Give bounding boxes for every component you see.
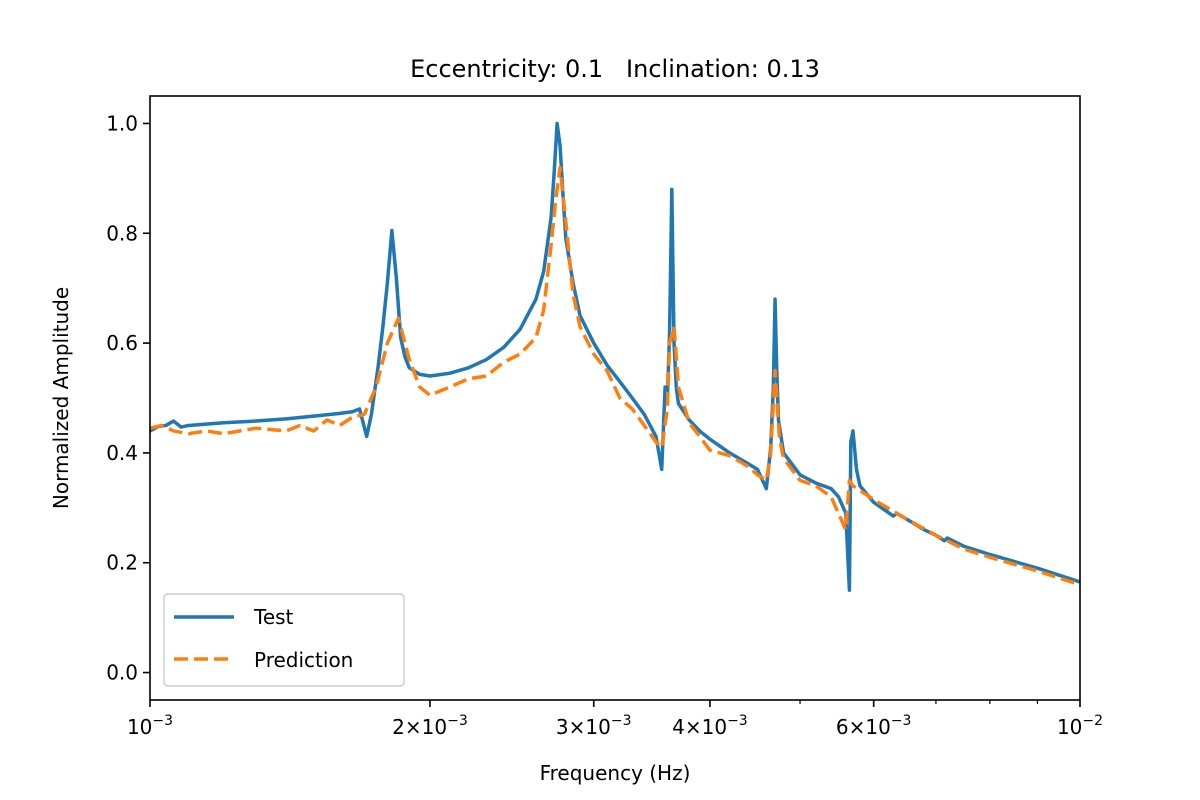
y-tick-label: 0.8 — [106, 221, 138, 245]
series-line-prediction — [150, 165, 1080, 587]
series-line-test — [150, 121, 1080, 592]
y-axis-label: Normalized Amplitude — [49, 287, 73, 509]
legend: Test Prediction — [163, 593, 405, 687]
x-tick-label: 4×10−3 — [672, 713, 748, 739]
y-tick-label: 0.6 — [106, 331, 138, 355]
y-tick-label: 0.4 — [106, 441, 138, 465]
y-tick-label: 1.0 — [106, 111, 138, 135]
x-axis: 10−3 2×10−3 3×10−3 4×10−3 6×10−3 10−2 — [127, 700, 1103, 739]
series-layer — [150, 121, 1080, 592]
legend-label-test: Test — [253, 605, 294, 629]
x-tick-label: 10−3 — [127, 713, 173, 739]
y-tick-label: 0.0 — [106, 661, 138, 685]
plot-area-frame — [149, 95, 1081, 701]
y-tick-label: 0.2 — [106, 551, 138, 575]
x-axis-label: Frequency (Hz) — [540, 761, 691, 785]
legend-label-prediction: Prediction — [254, 648, 353, 672]
x-tick-label: 10−2 — [1057, 713, 1103, 739]
x-tick-label: 3×10−3 — [556, 713, 632, 739]
x-tick-label: 2×10−3 — [392, 713, 468, 739]
chart-title: Eccentricity: 0.1 Inclination: 0.13 — [410, 55, 820, 83]
x-tick-label: 6×10−3 — [836, 713, 912, 739]
y-axis: 0.0 0.2 0.4 0.6 0.8 1.0 — [106, 111, 150, 685]
